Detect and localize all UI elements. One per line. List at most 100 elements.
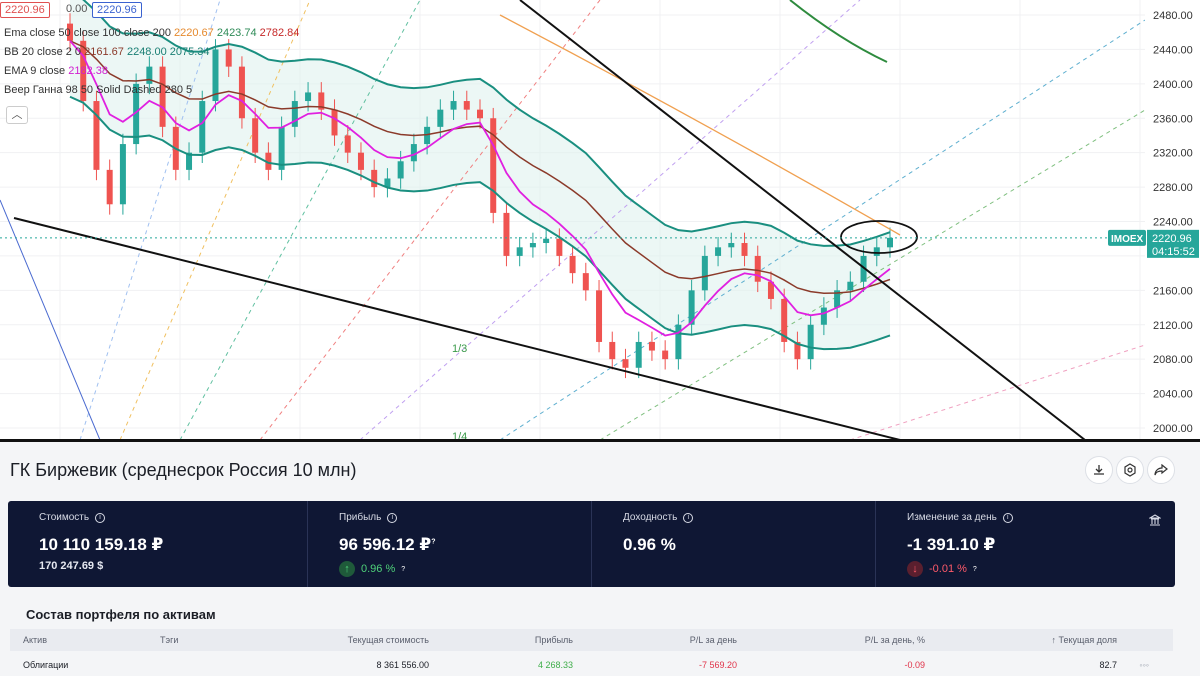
candle-body: [860, 255, 867, 282]
help-icon[interactable]: ?: [401, 565, 406, 573]
blue-trend-line: [0, 199, 101, 440]
candle-body: [622, 359, 629, 368]
assets-table-header: Актив Тэги Текущая стоимость Прибыль P/L…: [10, 629, 1173, 651]
gann-fan-line: [499, 19, 1146, 440]
col-asset[interactable]: Актив: [23, 635, 47, 645]
candle-body: [490, 118, 497, 213]
info-icon[interactable]: i: [683, 512, 694, 523]
settings-button[interactable]: [1116, 456, 1144, 484]
candle-body: [754, 255, 761, 282]
share-button[interactable]: [1147, 456, 1175, 484]
more-icon[interactable]: ◦◦◦: [1139, 660, 1149, 670]
info-icon[interactable]: i: [1002, 512, 1013, 523]
candle-body: [701, 255, 708, 291]
portfolio-title: ГК Биржевик (среднесрок Россия 10 млн): [10, 460, 357, 480]
ticker-label: IMOEX: [1111, 234, 1144, 245]
resistance-trend-line: [519, 0, 1086, 440]
share-icon: [1154, 464, 1168, 476]
col-profit[interactable]: Прибыль: [534, 635, 573, 645]
col-pl-day[interactable]: P/L за день: [689, 635, 737, 645]
assets-table-title: Состав портфеля по активам: [26, 607, 216, 622]
candle-body: [384, 178, 391, 188]
legend-collapse-button[interactable]: ︿: [6, 106, 28, 124]
col-current-value[interactable]: Текущая стоимость: [347, 635, 429, 645]
candle-body: [225, 49, 232, 67]
price-axis-bg: [1145, 0, 1200, 440]
legend-gann[interactable]: Веер Ганна 98 50 Solid Dashed 280 5: [4, 84, 193, 96]
candle-body: [569, 255, 576, 274]
candle-body: [80, 40, 87, 102]
gann-fan-line: [179, 0, 421, 440]
ticker-badge: [1108, 229, 1146, 246]
table-row[interactable]: Облигации 8 361 556.00 4 268.33 -7 569.2…: [10, 654, 1173, 676]
legend-ema9[interactable]: EMA 9 close 2182.38: [4, 65, 108, 77]
info-icon[interactable]: i: [387, 512, 398, 523]
bollinger-fill: [70, 0, 890, 350]
candle-body: [199, 101, 206, 153]
help-icon[interactable]: ?: [431, 538, 436, 546]
candle-body: [556, 238, 563, 256]
price-chart[interactable]: 1/3 1/4 2480.00 2440.00 2400.00 2360.00 2320.…: [0, 0, 1200, 440]
price-tick-label: 2360.00: [1153, 113, 1193, 125]
bb-basis-line: [69, 40, 891, 294]
stat-day-change: Изменение за день i -1 391.10 ₽ ↓ -0.01 %…: [876, 501, 1175, 587]
download-button[interactable]: [1085, 456, 1113, 484]
gann-fan: 1/3 1/4: [79, 0, 1146, 440]
help-icon[interactable]: ?: [972, 565, 977, 573]
asset-current-value: 8 361 556.00: [376, 660, 429, 670]
current-price-value: 2220.96: [1152, 233, 1192, 245]
candle-body: [794, 341, 801, 360]
candle-body: [146, 66, 153, 84]
price-tick-label: 2000.00: [1153, 423, 1193, 435]
candle-body: [635, 341, 642, 368]
stat-value: Стоимость i 10 110 159.18 ₽ 170 247.69 $: [8, 501, 308, 587]
candle-body: [119, 144, 126, 205]
candle-body: [503, 212, 510, 256]
value-rub: 10 110 159.18 ₽: [39, 535, 164, 554]
candle-body: [291, 101, 298, 127]
candle-body: [529, 243, 536, 248]
col-pl-day-pct[interactable]: P/L за день, %: [864, 635, 925, 645]
stat-yield: Доходность i 0.96 %: [592, 501, 876, 587]
col-tags[interactable]: Тэги: [160, 635, 179, 645]
candle-body: [133, 83, 140, 145]
candle-body: [463, 101, 470, 110]
chart-canvas[interactable]: 1/3 1/4 2480.00 2440.00 2400.00 2360.00 2320.…: [0, 0, 1200, 440]
candle-body: [834, 290, 841, 308]
sort-arrow-icon: ↑: [1051, 635, 1056, 645]
arrow-down-icon: ↓: [907, 561, 923, 577]
ohlc-close-value: 2220.96: [92, 2, 142, 18]
candle-body: [252, 118, 259, 153]
ema50-line: [499, 14, 901, 236]
candle-body: [318, 92, 325, 110]
price-tick-label: 2120.00: [1153, 320, 1193, 332]
legend-ema[interactable]: Ema close 50 close 100 close 200 2220.67…: [4, 27, 300, 39]
asset-name: Облигации: [23, 660, 69, 670]
candle-body: [887, 237, 893, 248]
candle-body: [582, 273, 589, 291]
col-share[interactable]: ↑ Текущая доля: [1051, 635, 1117, 645]
legend-bb[interactable]: BB 20 close 2 0 2161.67 2248.00 2075.34: [4, 46, 210, 58]
candle-body: [357, 152, 364, 170]
candle-body: [715, 247, 722, 256]
candle-body: [159, 66, 166, 127]
bank-icon[interactable]: [1149, 514, 1161, 526]
price-tick-label: 2080.00: [1153, 354, 1193, 366]
gann-label-1-3: 1/3: [452, 343, 467, 355]
gann-fan-line: [79, 0, 221, 440]
candle-body: [807, 324, 814, 360]
price-tick-label: 2480.00: [1153, 10, 1193, 22]
candle-body: [609, 341, 616, 360]
candle-body: [238, 66, 245, 119]
candle-body: [450, 101, 457, 110]
profit-rub: 96 596.12 ₽: [339, 535, 432, 554]
candle-body: [873, 247, 880, 256]
candle-body: [397, 161, 404, 179]
info-icon[interactable]: i: [95, 512, 106, 523]
candle-body: [410, 144, 417, 162]
price-tick-label: 2440.00: [1153, 44, 1193, 56]
candle-body: [648, 341, 655, 351]
ema9-line: [69, 40, 891, 337]
candle-body: [662, 350, 669, 360]
gear-icon: [1124, 463, 1136, 477]
